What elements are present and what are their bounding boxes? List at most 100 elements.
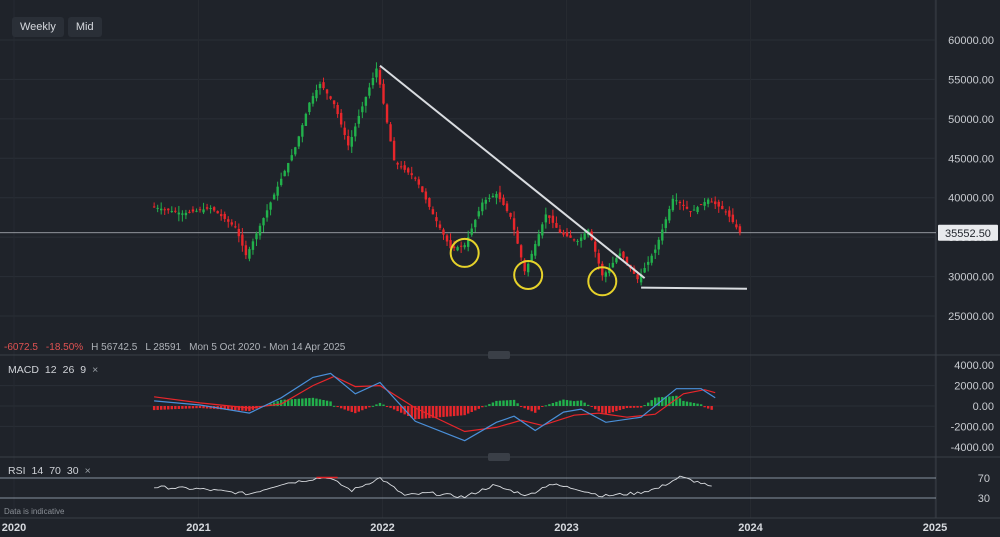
macd-histogram-bar — [675, 395, 678, 406]
candle-body — [463, 245, 466, 248]
candle-body — [474, 219, 477, 228]
candle-body — [329, 96, 332, 99]
candle-body — [167, 208, 170, 211]
macd-histogram-bar — [230, 406, 233, 411]
macd-histogram-bar — [565, 400, 569, 406]
candle-body — [230, 222, 233, 225]
time-tick-label: 2023 — [554, 522, 578, 534]
macd-histogram-bar — [184, 406, 188, 409]
candle-body — [509, 212, 512, 217]
macd-histogram-bar — [456, 406, 459, 416]
price-type-button[interactable]: Mid — [67, 17, 102, 37]
macd-histogram-bar — [696, 403, 699, 406]
candle-body — [181, 213, 184, 215]
candle-body — [336, 104, 339, 115]
macd-histogram-bar — [625, 406, 629, 409]
highlight-circle — [449, 237, 480, 268]
candle-body — [449, 240, 452, 249]
macd-histogram-bar — [364, 406, 368, 409]
macd-histogram-bar — [375, 404, 378, 406]
pane-resize-handle[interactable] — [488, 351, 510, 359]
macd-histogram-bar — [678, 398, 682, 406]
candle-body — [421, 186, 424, 193]
macd-histogram-bar — [294, 398, 297, 406]
trendline — [379, 64, 646, 279]
candle-body — [576, 240, 579, 242]
candle-body — [639, 274, 643, 283]
candle-body — [368, 87, 371, 96]
macd-name: MACD — [8, 364, 39, 376]
macd-histogram-bar — [290, 399, 293, 406]
macd-histogram-bar — [505, 400, 509, 406]
macd-histogram-bar — [311, 397, 315, 406]
macd-histogram-bar — [654, 397, 657, 406]
macd-histogram-bar — [339, 406, 343, 409]
candle-body — [237, 228, 241, 237]
macd-histogram-bar — [382, 404, 385, 406]
macd-histogram-bar — [452, 406, 456, 417]
macd-histogram-bar — [661, 397, 664, 406]
candle-body — [714, 201, 717, 205]
macd-histogram-bar — [530, 406, 533, 412]
macd-histogram-bar — [205, 406, 209, 409]
candle-body — [721, 205, 724, 210]
macd-histogram-bar — [586, 404, 590, 406]
macd-histogram-bar — [632, 406, 636, 408]
macd-histogram-bar — [417, 406, 420, 419]
macd-histogram-bar — [343, 406, 346, 410]
candle-body — [350, 136, 353, 147]
candle-body — [223, 213, 226, 219]
macd-histogram-bar — [195, 406, 198, 409]
candle-body — [195, 210, 198, 212]
candle-body — [417, 179, 420, 185]
candle-body — [269, 202, 272, 210]
macd-histogram-bar — [512, 399, 516, 406]
macd-histogram-bar — [152, 406, 156, 411]
candle-body — [579, 237, 583, 241]
legend-high: H 56742.5 — [91, 342, 138, 353]
candle-body — [523, 259, 526, 272]
candle-body — [287, 163, 290, 173]
candle-body — [526, 263, 530, 273]
macd-histogram-bar — [692, 402, 696, 406]
candle-body — [643, 268, 646, 273]
price-legend: -6072.5 -18.50% H 56742.5 L 28591 Mon 5 … — [4, 342, 345, 353]
candle-body — [177, 212, 181, 215]
candle-body — [699, 204, 703, 206]
macd-histogram-bar — [664, 396, 668, 406]
rsi-close-icon[interactable]: × — [84, 465, 91, 477]
candle-body — [728, 210, 731, 217]
rsi-name: RSI — [8, 465, 26, 477]
macd-close-icon[interactable]: × — [92, 364, 99, 376]
macd-histogram-bar — [209, 406, 212, 409]
candle-body — [219, 214, 223, 217]
candle-body — [477, 211, 480, 217]
legend-change: -6072.5 — [4, 342, 38, 353]
timeframe-button[interactable]: Weekly — [12, 17, 64, 37]
macd-histogram-bar — [477, 406, 480, 409]
time-tick-label: 2022 — [370, 522, 394, 534]
legend-range: Mon 5 Oct 2020 - Mon 14 Apr 2025 — [189, 342, 346, 353]
macd-histogram-bar — [463, 406, 466, 416]
macd-histogram-bar — [706, 406, 710, 409]
candle-body — [618, 253, 622, 257]
candle-body — [636, 274, 639, 280]
rsi-period: 14 — [31, 465, 44, 477]
support-line — [641, 286, 747, 290]
price-tick-label: 50000.00 — [948, 114, 994, 126]
candle-body — [385, 104, 389, 123]
candle-body — [159, 208, 163, 211]
macd-histogram-bar — [174, 406, 177, 410]
macd-histogram-bar — [466, 406, 470, 414]
macd-histogram-bar — [484, 405, 488, 407]
candle-body — [597, 253, 600, 264]
candle-body — [403, 165, 406, 170]
candle-body — [583, 233, 586, 240]
candle-body — [354, 126, 357, 137]
pane-resize-handle[interactable] — [488, 453, 510, 461]
candle-body — [304, 113, 308, 126]
macd-histogram-bar — [509, 400, 512, 406]
macd-histogram-bar — [308, 398, 311, 406]
macd-histogram-bar — [287, 399, 290, 406]
macd-histogram-bar — [396, 406, 399, 412]
